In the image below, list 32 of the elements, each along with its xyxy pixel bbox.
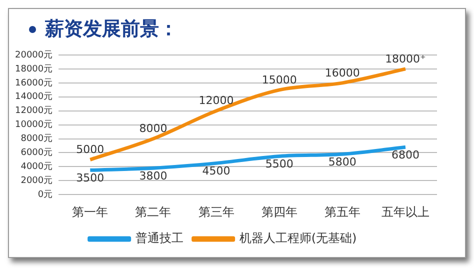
data-label: 12000 bbox=[198, 94, 234, 108]
x-tick-label: 第二年 bbox=[135, 204, 172, 219]
y-tick-label: 20000元 bbox=[14, 49, 53, 60]
y-tick-label: 0元 bbox=[38, 188, 53, 200]
data-label: 3800 bbox=[139, 169, 168, 182]
data-label: 8000 bbox=[139, 122, 168, 136]
y-tick-label: 12000元 bbox=[14, 105, 53, 116]
y-tick-label: 10000元 bbox=[14, 119, 53, 130]
x-tick-label: 第五年 bbox=[324, 204, 360, 219]
data-label: 5500 bbox=[265, 158, 294, 171]
chart-title: 薪资发展前景： bbox=[45, 17, 178, 42]
x-tick-label: 五年以上 bbox=[381, 204, 430, 219]
data-label: 15000 bbox=[262, 73, 297, 86]
x-tick-label: 第一年 bbox=[72, 204, 108, 219]
y-tick-label: 18000元 bbox=[14, 63, 53, 74]
x-tick-label: 第三年 bbox=[198, 204, 234, 219]
data-label: 4500 bbox=[202, 164, 230, 178]
data-label: 6800 bbox=[391, 148, 420, 162]
y-tick-label: 16000元 bbox=[14, 77, 53, 88]
legend-label: 普通技工 bbox=[135, 231, 184, 246]
y-tick-label: 14000元 bbox=[14, 91, 53, 102]
data-label: 5800 bbox=[328, 155, 356, 168]
x-tick-label: 第四年 bbox=[261, 204, 298, 219]
data-label: 5000 bbox=[76, 143, 104, 156]
legend-label: 机器人工程师(无基础) bbox=[239, 231, 357, 246]
y-tick-label: 2000元 bbox=[20, 174, 53, 186]
y-tick-label: 4000元 bbox=[20, 161, 53, 172]
y-tick-label: 6000元 bbox=[20, 147, 53, 158]
data-label: 16000 bbox=[324, 66, 360, 80]
y-tick-label: 8000元 bbox=[20, 133, 53, 144]
data-label: 18000⁺ bbox=[385, 52, 426, 66]
data-label: 3500 bbox=[76, 172, 104, 185]
